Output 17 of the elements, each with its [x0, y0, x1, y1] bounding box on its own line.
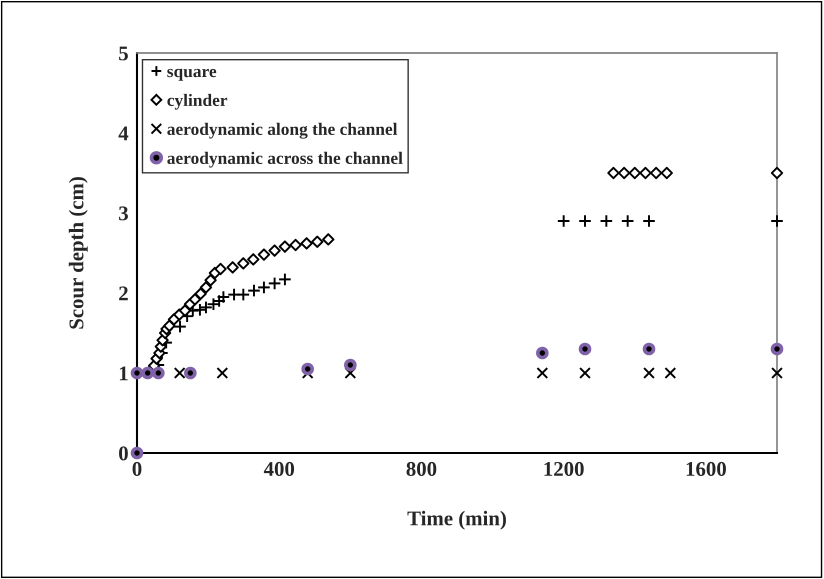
- legend-label: square: [167, 68, 216, 81]
- x-tick-label: 0: [132, 462, 142, 476]
- y-axis-title: Scour depth (cm): [68, 177, 88, 329]
- legend-label: aerodynamic across the channel: [167, 152, 403, 168]
- y-tick-label: 2: [119, 286, 128, 300]
- y-tick-label: 5: [119, 46, 128, 60]
- x-tick-label: 1600: [686, 462, 726, 476]
- legend-label: cylinder: [167, 94, 228, 110]
- x-tick-label: 400: [264, 462, 294, 476]
- y-tick-label: 1: [120, 366, 128, 380]
- y-tick-label: 3: [119, 206, 128, 220]
- x-tick-label: 800: [406, 462, 436, 476]
- x-tick-label: 1200: [544, 462, 584, 476]
- legend-label: aerodynamic along the channel: [167, 122, 398, 139]
- x-axis-title: Time (min): [407, 510, 506, 530]
- y-tick-label: 0: [119, 446, 128, 460]
- y-tick-label: 4: [118, 126, 128, 140]
